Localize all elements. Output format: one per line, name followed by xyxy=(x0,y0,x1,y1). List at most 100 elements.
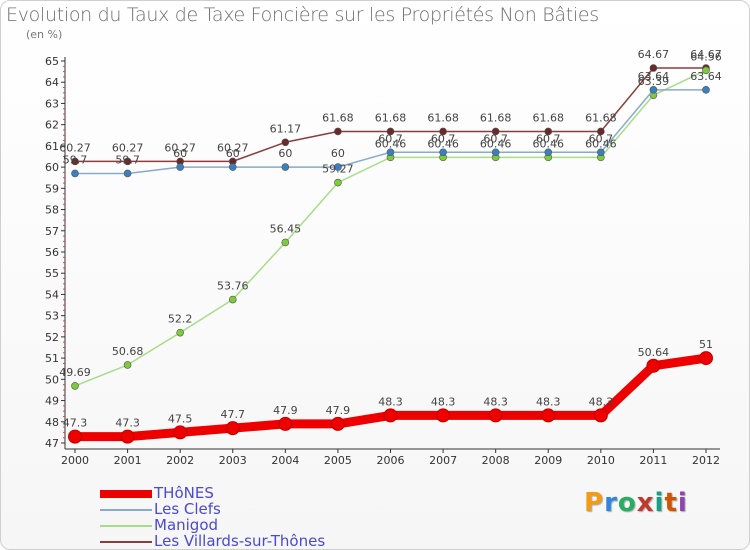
data-point-3 xyxy=(439,127,447,136)
data-point-2 xyxy=(71,382,79,390)
data-label-2: 60.46 xyxy=(585,137,617,150)
legend-swatch xyxy=(100,490,152,498)
data-label-1: 60.7 xyxy=(378,132,403,145)
data-point-1 xyxy=(281,163,290,171)
y-tick-label: 57 xyxy=(45,225,59,238)
logo-letter: P xyxy=(584,488,605,518)
legend-label: Les Clefs xyxy=(154,500,221,518)
data-label-3: 61.68 xyxy=(322,111,354,124)
data-label-1: 60.7 xyxy=(536,132,561,145)
data-point-0 xyxy=(330,416,345,431)
data-label-0: 51 xyxy=(699,338,713,351)
data-label-3: 60.27 xyxy=(59,141,91,154)
data-label-3: 60.27 xyxy=(217,141,249,154)
x-tick-label: 2005 xyxy=(324,454,352,467)
y-tick-label: 53 xyxy=(45,310,59,323)
data-label-3: 61.68 xyxy=(375,111,407,124)
data-label-1: 63.64 xyxy=(690,70,722,83)
data-point-3 xyxy=(123,157,132,166)
data-label-1: 63.64 xyxy=(638,70,670,83)
y-axis-unit: (en %) xyxy=(26,28,63,41)
logo-letter: i xyxy=(677,488,688,518)
data-point-3 xyxy=(597,127,605,136)
y-tick-label: 50 xyxy=(45,373,59,386)
legend-swatch xyxy=(100,541,152,543)
data-point-0 xyxy=(593,408,608,423)
data-label-0: 48.3 xyxy=(589,395,614,408)
legend-label: Les Villards-sur-Thônes xyxy=(154,532,326,550)
data-label-0: 47.9 xyxy=(273,404,298,417)
data-point-1 xyxy=(597,148,605,157)
data-point-3 xyxy=(491,127,500,136)
data-label-1: 60 xyxy=(278,147,292,160)
data-label-3: 64.67 xyxy=(638,48,670,61)
data-point-0 xyxy=(278,416,293,431)
proxiti-logo: Proxiti xyxy=(584,488,688,518)
x-tick-label: 2012 xyxy=(692,454,720,467)
x-tick-label: 2009 xyxy=(534,454,562,467)
x-tick-label: 2007 xyxy=(429,454,457,467)
data-label-1: 60.7 xyxy=(431,132,456,145)
data-label-3: 64.67 xyxy=(690,48,722,61)
data-point-1 xyxy=(71,169,79,178)
data-label-2: 63.39 xyxy=(638,75,670,88)
data-label-2: 59.27 xyxy=(322,163,354,176)
logo-letter: o xyxy=(617,488,637,518)
data-point-1 xyxy=(228,163,237,171)
y-tick-label: 64 xyxy=(45,76,59,89)
data-point-0 xyxy=(225,421,240,436)
data-point-2 xyxy=(176,328,184,337)
data-point-2 xyxy=(334,178,342,187)
data-label-1: 59.7 xyxy=(63,153,88,166)
y-tick-label: 62 xyxy=(45,119,59,132)
data-point-0 xyxy=(541,408,556,423)
data-label-0: 47.9 xyxy=(326,404,351,417)
data-point-2 xyxy=(228,295,237,304)
data-label-3: 60.27 xyxy=(164,141,196,154)
data-label-0: 48.3 xyxy=(431,395,456,408)
x-tick-label: 2011 xyxy=(639,454,667,467)
y-tick-label: 61 xyxy=(45,140,59,153)
x-tick-label: 2001 xyxy=(114,454,142,467)
data-point-3 xyxy=(544,127,553,136)
data-point-3 xyxy=(281,138,290,147)
data-label-2: 60.46 xyxy=(427,137,459,150)
data-point-0 xyxy=(120,429,135,444)
data-label-1: 60.7 xyxy=(589,132,614,145)
data-point-2 xyxy=(281,238,290,247)
legend-swatch xyxy=(100,509,152,511)
x-tick-label: 2000 xyxy=(61,454,89,467)
logo-letter: i xyxy=(654,488,665,518)
x-tick-label: 2002 xyxy=(166,454,194,467)
data-point-1 xyxy=(334,163,342,171)
x-tick-label: 2008 xyxy=(482,454,510,467)
y-tick-label: 60 xyxy=(45,161,59,174)
data-label-3: 61.68 xyxy=(427,111,459,124)
data-label-2: 60.46 xyxy=(375,137,407,150)
data-point-1 xyxy=(702,86,710,94)
y-tick-label: 54 xyxy=(45,288,59,301)
logo-letter: x xyxy=(636,488,655,518)
data-label-3: 61.17 xyxy=(270,122,302,135)
data-point-3 xyxy=(649,64,658,72)
data-label-1: 60 xyxy=(226,147,240,160)
y-tick-label: 58 xyxy=(45,204,59,217)
data-point-1 xyxy=(439,148,447,157)
data-point-0 xyxy=(488,408,503,423)
data-point-0 xyxy=(383,408,398,423)
y-tick-label: 65 xyxy=(45,55,59,68)
data-label-2: 53.76 xyxy=(217,280,249,293)
data-point-1 xyxy=(491,148,500,157)
data-label-3: 61.68 xyxy=(533,111,565,124)
data-label-3: 61.68 xyxy=(480,111,512,124)
x-tick-label: 2006 xyxy=(377,454,405,467)
data-label-0: 48.3 xyxy=(536,395,561,408)
data-point-3 xyxy=(386,127,395,136)
y-tick-label: 59 xyxy=(45,182,59,195)
data-label-2: 49.69 xyxy=(59,366,91,379)
chart-title: Evolution du Taux de Taxe Foncière sur l… xyxy=(6,4,599,26)
data-label-1: 60.7 xyxy=(483,132,508,145)
data-label-1: 60 xyxy=(173,147,187,160)
data-label-0: 48.3 xyxy=(483,395,508,408)
